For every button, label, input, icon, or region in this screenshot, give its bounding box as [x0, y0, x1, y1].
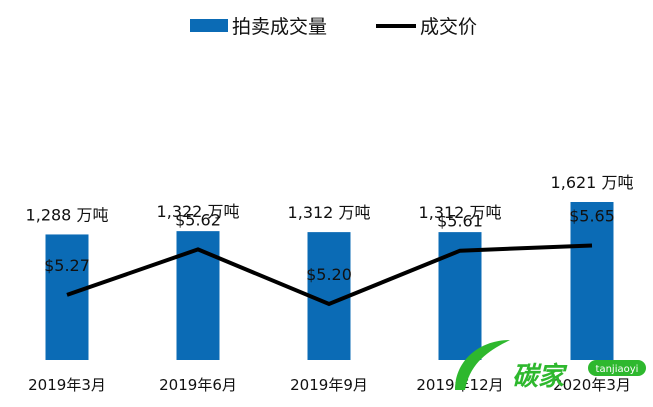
bar-value-label-3: 1,312 万吨: [288, 203, 371, 222]
price-line: [66, 243, 593, 307]
bar-value-label-1: 1,288 万吨: [26, 205, 109, 224]
watermark-logo: 碳家 tanjiaoyi: [455, 340, 646, 392]
price-label-5: $5.65: [569, 207, 615, 226]
price-value-labels: $5.27 $5.62 $5.20 $5.61 $5.65: [44, 207, 615, 285]
watermark-leaf-icon: [455, 340, 510, 390]
legend-line-label: 成交价: [420, 16, 477, 38]
x-tick-label-2: 2019年6月: [159, 376, 237, 394]
bar-value-label-4: 1,312 万吨: [419, 203, 502, 222]
x-tick-label-5: 2020年3月: [553, 376, 631, 394]
x-tick-label-1: 2019年3月: [28, 376, 106, 394]
bar-5: [570, 202, 614, 360]
legend: 拍卖成交量 成交价: [190, 16, 477, 38]
price-label-4: $5.61: [437, 212, 483, 231]
legend-bar-label: 拍卖成交量: [232, 16, 327, 38]
watermark-text: 碳家: [512, 362, 568, 392]
price-label-1: $5.27: [44, 256, 90, 275]
watermark-sub-badge: [588, 360, 646, 376]
bar-4: [438, 232, 482, 360]
bar-series: [45, 202, 614, 360]
bar-value-labels: 1,288 万吨 1,322 万吨 1,312 万吨 1,312 万吨 1,621 万吨: [26, 173, 634, 224]
legend-bar-swatch: [190, 19, 228, 32]
bar-value-label-2: 1,322 万吨: [157, 202, 240, 221]
bar-1: [45, 234, 89, 360]
price-label-2: $5.62: [175, 210, 221, 229]
price-label-3: $5.20: [306, 265, 352, 284]
bar-value-label-5: 1,621 万吨: [551, 173, 634, 192]
x-tick-label-3: 2019年9月: [290, 376, 368, 394]
watermark-subtext: tanjiaoyi: [596, 364, 639, 375]
x-axis-tick-labels: 2019年3月2019年6月2019年9月2019年12月2020年3月: [28, 376, 631, 394]
